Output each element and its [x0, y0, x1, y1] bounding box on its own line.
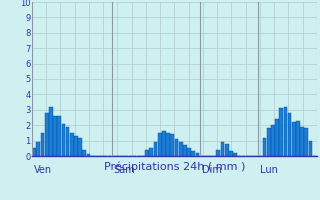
Bar [162, 131, 166, 156]
Bar [296, 121, 300, 156]
Bar [61, 124, 65, 156]
Bar [149, 148, 153, 156]
Bar [288, 113, 292, 156]
Bar [304, 128, 308, 156]
Bar [36, 142, 40, 156]
Bar [284, 107, 287, 156]
Bar [57, 116, 61, 156]
Bar [145, 150, 149, 156]
Bar [267, 128, 270, 156]
Bar [183, 145, 187, 156]
Bar [66, 127, 69, 156]
Bar [32, 148, 36, 156]
Bar [217, 150, 220, 156]
Bar [196, 153, 199, 156]
Bar [191, 151, 195, 156]
Text: Sam: Sam [114, 165, 135, 175]
X-axis label: Précipitations 24h ( mm ): Précipitations 24h ( mm ) [104, 162, 245, 172]
Bar [229, 151, 233, 156]
Bar [271, 125, 275, 156]
Bar [87, 154, 91, 156]
Text: Lun: Lun [260, 165, 278, 175]
Bar [70, 133, 74, 156]
Bar [179, 142, 183, 156]
Text: Ven: Ven [34, 165, 52, 175]
Text: Dim: Dim [202, 165, 221, 175]
Bar [263, 138, 266, 156]
Bar [221, 142, 224, 156]
Bar [308, 141, 312, 156]
Bar [41, 133, 44, 156]
Bar [166, 133, 170, 156]
Bar [187, 148, 191, 156]
Bar [171, 134, 174, 156]
Bar [279, 108, 283, 156]
Bar [53, 116, 57, 156]
Bar [292, 122, 296, 156]
Bar [233, 153, 237, 156]
Bar [45, 113, 49, 156]
Bar [83, 150, 86, 156]
Bar [225, 144, 228, 156]
Bar [154, 142, 157, 156]
Bar [78, 138, 82, 156]
Bar [175, 139, 178, 156]
Bar [158, 133, 162, 156]
Bar [300, 127, 304, 156]
Bar [74, 136, 78, 156]
Bar [49, 107, 53, 156]
Bar [275, 119, 279, 156]
